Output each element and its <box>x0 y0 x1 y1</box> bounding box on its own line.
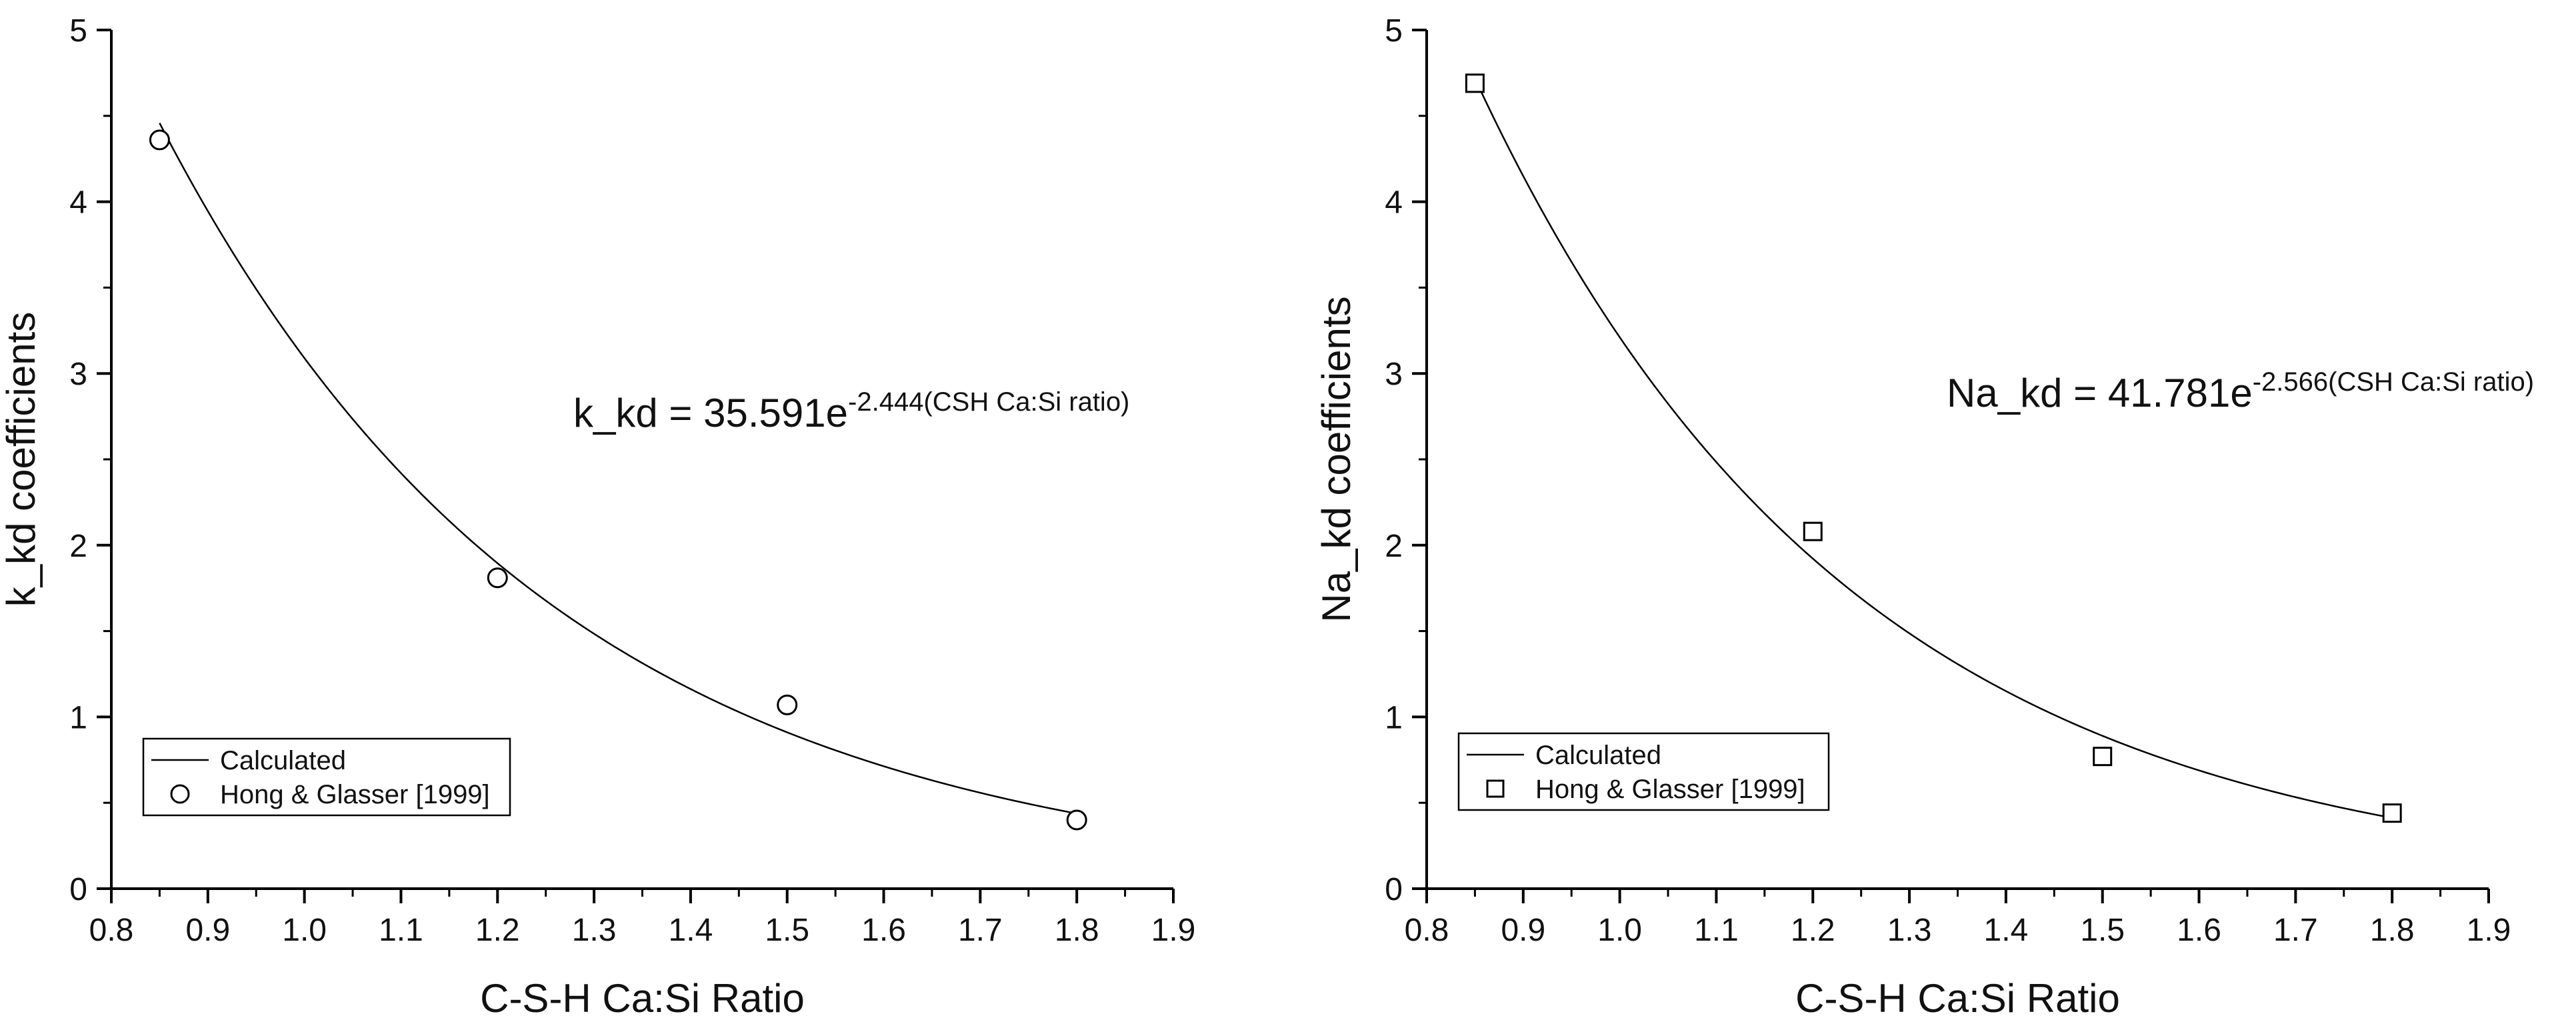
legend-box <box>142 737 511 817</box>
data-point <box>1803 521 1823 541</box>
x-tick-label: 1.3 <box>1887 913 1932 948</box>
data-point <box>487 567 508 589</box>
x-axis-title: C-S-H Ca:Si Ratio <box>480 976 805 1021</box>
data-point <box>2382 803 2402 823</box>
x-tick-label: 1.5 <box>765 913 809 948</box>
legend: Calculated Hong & Glasser [1999] <box>142 737 511 817</box>
calculated-line <box>159 123 1077 815</box>
y-tick-label: 2 <box>69 529 87 564</box>
x-tick-label: 1.1 <box>1694 913 1739 948</box>
equation-main: Na_kd = 41.781e <box>1947 371 2253 415</box>
x-tick-label: 1.6 <box>861 913 906 948</box>
x-tick-label: 1.1 <box>379 913 423 948</box>
x-tick-label: 1.4 <box>669 913 713 948</box>
data-point <box>777 694 798 715</box>
y-tick-label: 0 <box>69 872 87 907</box>
chart-2: 0.8 0.9 1.0 1.1 1.2 1.3 1.4 1.5 1.6 1.7 1.8 1.9 0 1 2 3… <box>1314 13 2534 1021</box>
y-tick-label: 4 <box>69 185 87 221</box>
x-tick-label: 1.2 <box>1791 913 1835 948</box>
y-tick-label: 0 <box>1385 872 1403 907</box>
y-tick-label: 2 <box>1385 529 1403 564</box>
x-tick-label: 1.0 <box>1597 913 1642 948</box>
calculated-line <box>1474 78 2393 819</box>
legend-label-calculated: Calculated <box>220 746 346 775</box>
equation-annotation: k_kd = 35.591e-2.444(CSH Ca:Si ratio) <box>573 387 1129 435</box>
x-tick-label: 0.9 <box>185 913 230 948</box>
equation-superscript: -2.566(CSH Ca:Si ratio) <box>2253 367 2534 397</box>
x-tick-label: 1.0 <box>282 913 327 948</box>
x-tick-label: 1.9 <box>2467 913 2511 948</box>
y-tick-label: 5 <box>69 13 87 49</box>
data-point <box>2093 747 2113 767</box>
equation-main: k_kd = 35.591e <box>573 391 848 435</box>
x-tick-label: 1.9 <box>1151 913 1196 948</box>
x-tick-label: 1.8 <box>2370 913 2415 948</box>
equation-superscript: -2.444(CSH Ca:Si ratio) <box>848 387 1129 417</box>
x-tick-label: 1.7 <box>958 913 1003 948</box>
legend: Calculated Hong & Glasser [1999] <box>1457 732 1830 811</box>
x-tick-label: 1.6 <box>2177 913 2221 948</box>
x-tick-label: 1.7 <box>2273 913 2318 948</box>
legend-label-data: Hong & Glasser [1999] <box>1535 775 1805 804</box>
y-tick-label: 3 <box>1385 357 1403 392</box>
x-tick-label: 0.9 <box>1501 913 1545 948</box>
y-tick-label: 4 <box>1385 185 1403 221</box>
x-axis-title: C-S-H Ca:Si Ratio <box>1795 976 2120 1021</box>
x-tick-label: 1.8 <box>1055 913 1099 948</box>
y-tick-label: 3 <box>69 357 87 392</box>
y-tick-label: 5 <box>1385 13 1403 49</box>
x-tick-label: 1.4 <box>1984 913 2029 948</box>
legend-label-calculated: Calculated <box>1535 741 1661 770</box>
x-tick-label: 1.5 <box>2080 913 2125 948</box>
x-tick-label: 0.8 <box>89 913 134 948</box>
legend-label-data: Hong & Glasser [1999] <box>220 780 490 809</box>
legend-box <box>1457 732 1830 811</box>
x-tick-label: 0.8 <box>1405 913 1449 948</box>
y-axis-title: Na_kd coefficients <box>1314 296 1359 622</box>
data-point <box>149 129 170 151</box>
equation-annotation: Na_kd = 41.781e-2.566(CSH Ca:Si ratio) <box>1947 367 2534 415</box>
data-point <box>1066 809 1087 831</box>
legend-marker-swatch <box>170 784 190 804</box>
data-point <box>1465 73 1485 93</box>
chart-1: 0.8 0.9 1.0 1.1 1.2 1.3 1.4 1.5 1.6 1.7 1.8 1.9 0 1 2 3… <box>0 13 1195 1021</box>
y-tick-label: 1 <box>1385 700 1403 735</box>
legend-marker-swatch <box>1486 779 1505 798</box>
y-tick-label: 1 <box>69 700 87 735</box>
x-tick-label: 1.2 <box>475 913 520 948</box>
y-axis-title: k_kd coefficients <box>0 312 43 607</box>
x-tick-label: 1.3 <box>572 913 617 948</box>
